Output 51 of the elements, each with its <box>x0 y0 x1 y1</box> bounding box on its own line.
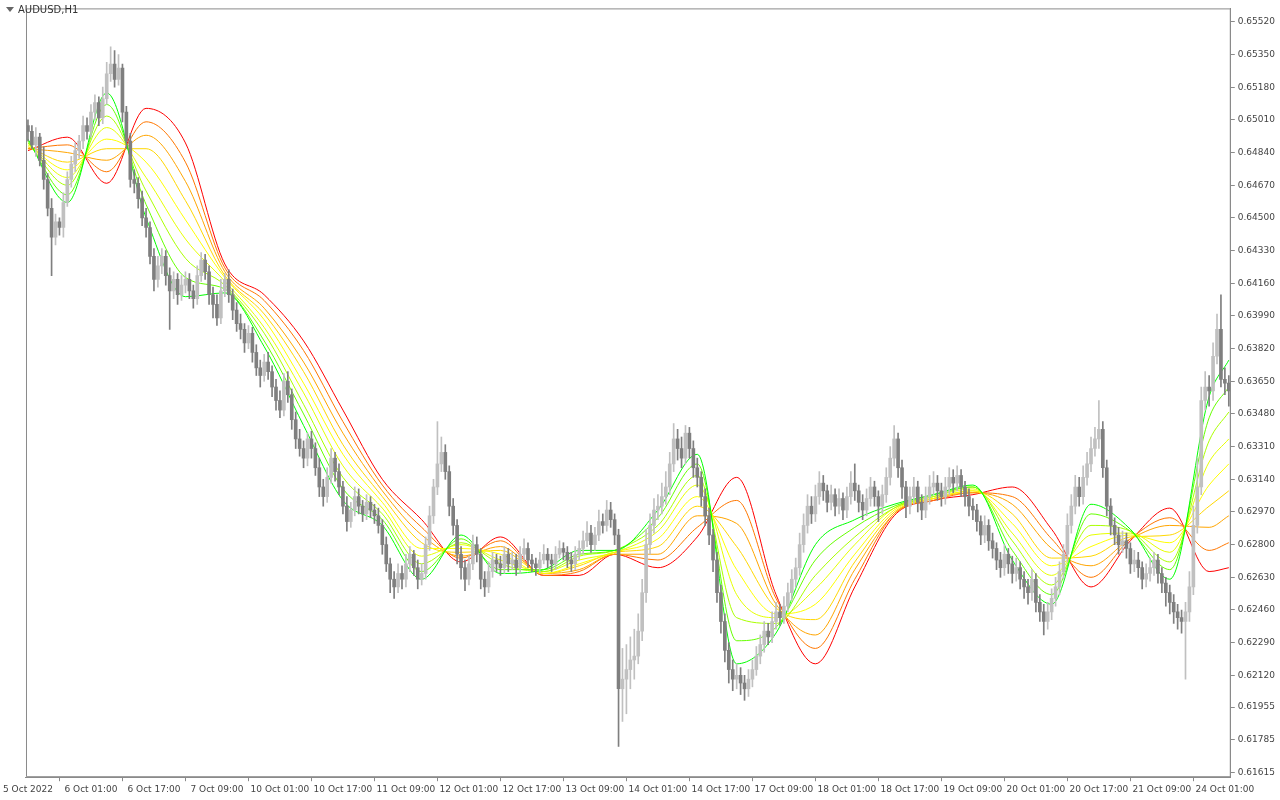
y-tick-label: 0.63650 <box>1237 375 1276 386</box>
y-tick-label: 0.65350 <box>1237 48 1276 59</box>
x-tick-label: 14 Oct 17:00 <box>691 783 751 794</box>
y-tick-label: 0.64330 <box>1237 244 1276 255</box>
y-tick-label: 0.62800 <box>1237 538 1276 549</box>
y-tick-label: 0.64840 <box>1237 146 1276 157</box>
y-tick-label: 0.62970 <box>1237 506 1276 517</box>
candlestick <box>534 557 538 576</box>
x-tick-label: 14 Oct 01:00 <box>628 783 688 794</box>
x-tick-label: 24 Oct 01:00 <box>1195 783 1255 794</box>
y-tick-label: 0.65520 <box>1237 16 1276 27</box>
candlestick <box>1132 550 1137 572</box>
y-tick-label: 0.63480 <box>1237 408 1276 419</box>
chart-title: AUDUSD,H1 <box>18 4 79 15</box>
candlestick <box>510 552 515 570</box>
y-tick-label: 0.62460 <box>1237 604 1276 615</box>
y-tick-label: 0.64500 <box>1237 212 1276 223</box>
x-tick-label: 20 Oct 01:00 <box>1006 783 1066 794</box>
y-tick-label: 0.62630 <box>1237 571 1276 582</box>
y-tick-label: 0.64160 <box>1237 277 1276 288</box>
x-tick-label: 7 Oct 09:00 <box>190 783 244 794</box>
y-tick-label: 0.63820 <box>1237 342 1276 353</box>
x-tick-label: 10 Oct 17:00 <box>313 783 373 794</box>
x-tick-label: 12 Oct 01:00 <box>439 783 499 794</box>
x-tick-label: 11 Oct 09:00 <box>376 783 436 794</box>
y-tick-label: 0.62290 <box>1237 637 1276 647</box>
x-tick-label: 18 Oct 01:00 <box>817 783 877 794</box>
y-tick-label: 0.61785 <box>1237 734 1275 745</box>
x-tick-label: 20 Oct 17:00 <box>1069 783 1129 794</box>
y-tick-label: 0.61955 <box>1237 701 1275 712</box>
x-tick-label: 17 Oct 09:00 <box>754 783 814 794</box>
x-tick-label: 13 Oct 09:00 <box>565 783 625 794</box>
candlestick <box>34 127 38 157</box>
y-tick-label: 0.65010 <box>1237 114 1276 125</box>
y-tick-label: 0.63990 <box>1237 310 1276 321</box>
y-tick-label: 0.63140 <box>1237 473 1276 484</box>
y-tick-label: 0.63310 <box>1237 440 1276 451</box>
x-tick-label: 6 Oct 17:00 <box>127 783 181 794</box>
y-tick-label: 0.62120 <box>1237 669 1276 680</box>
candlestick <box>1207 375 1211 407</box>
x-tick-label: 6 Oct 01:00 <box>64 783 118 794</box>
x-tick-label: 21 Oct 09:00 <box>1132 783 1192 794</box>
x-tick-label: 19 Oct 09:00 <box>943 783 1003 794</box>
x-tick-label: 12 Oct 17:00 <box>502 783 562 794</box>
y-tick-label: 0.61615 <box>1237 766 1275 777</box>
candlestick <box>951 469 956 494</box>
y-tick-label: 0.65180 <box>1237 81 1276 92</box>
x-tick-label: 18 Oct 17:00 <box>880 783 940 794</box>
x-tick-label: 10 Oct 01:00 <box>250 783 310 794</box>
x-tick-label: 5 Oct 2022 <box>3 783 53 794</box>
y-tick-label: 0.64670 <box>1237 179 1276 190</box>
